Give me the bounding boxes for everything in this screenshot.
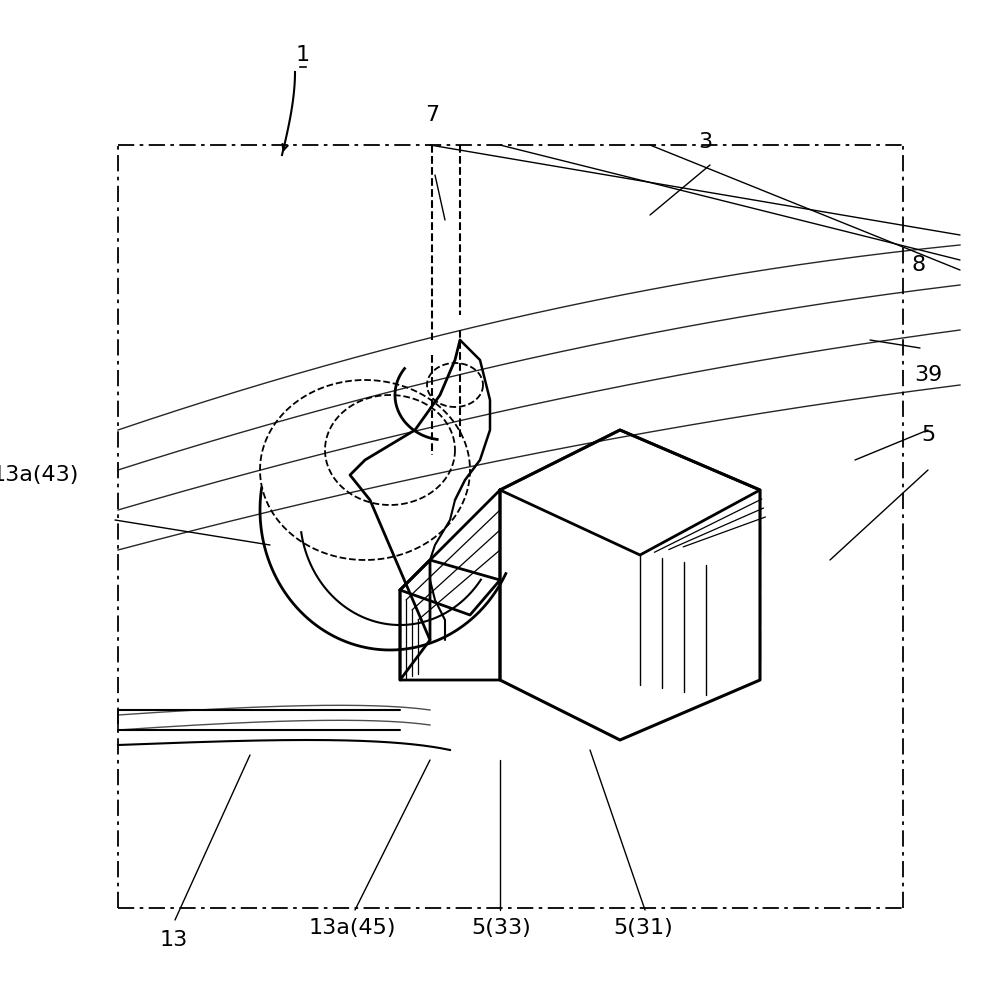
Text: 1: 1 [296, 45, 310, 65]
Text: 13a(43): 13a(43) [0, 465, 78, 485]
Text: 13: 13 [160, 930, 188, 950]
Text: 5: 5 [922, 425, 935, 445]
Text: 39: 39 [915, 365, 942, 385]
Text: 3: 3 [698, 132, 712, 152]
Text: 7: 7 [425, 105, 439, 125]
Text: 8: 8 [912, 255, 925, 275]
Text: 5(31): 5(31) [614, 918, 673, 938]
Text: 5(33): 5(33) [472, 918, 531, 938]
Text: 13a(45): 13a(45) [309, 918, 396, 938]
